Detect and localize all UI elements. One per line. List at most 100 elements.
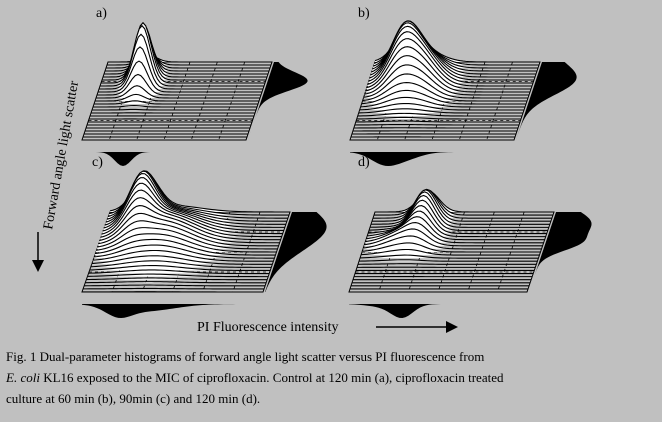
surface-trace xyxy=(368,199,548,232)
figure-caption: Fig. 1 Dual-parameter histograms of forw… xyxy=(6,346,656,409)
panel-d-x-projection xyxy=(349,304,527,318)
surface-trace xyxy=(358,108,523,114)
surface-trace xyxy=(365,216,545,241)
surface-ribbon xyxy=(360,255,539,259)
surface-trace xyxy=(369,22,535,78)
x-projection-area xyxy=(82,152,246,166)
surface-trace xyxy=(369,25,534,81)
surface-trace xyxy=(373,189,553,216)
surface-trace xyxy=(90,260,272,268)
surface-trace xyxy=(102,189,283,235)
surface-trace xyxy=(360,248,540,256)
surface-trace xyxy=(91,108,256,111)
surface-trace xyxy=(98,220,279,247)
panel-b-x-projection xyxy=(350,152,514,166)
x-projection-area xyxy=(349,304,527,318)
panel-c: c) xyxy=(81,155,327,318)
surface-ribbon xyxy=(375,191,554,212)
surface-trace xyxy=(355,120,520,123)
surface-trace xyxy=(362,235,542,250)
x-axis-label: PI Fluorescence intensity xyxy=(197,320,339,335)
panel-c-surface xyxy=(81,170,291,293)
surface-trace xyxy=(358,259,538,262)
panel-a: a) xyxy=(81,6,308,166)
surface-trace xyxy=(361,242,541,253)
surface-trace xyxy=(85,281,267,284)
surface-trace xyxy=(94,238,276,256)
surface-ribbon xyxy=(94,100,258,104)
surface-trace xyxy=(364,222,544,244)
caption-line-2: E. coli KL16 exposed to the MIC of cipro… xyxy=(6,367,656,388)
surface-trace xyxy=(92,105,257,108)
surface-trace xyxy=(371,189,551,222)
surface-trace xyxy=(366,46,531,90)
panel-c-x-projection xyxy=(82,304,263,318)
surface-trace xyxy=(87,273,269,278)
surface-trace xyxy=(367,38,532,87)
grid-line-vertical xyxy=(163,61,191,141)
caption-line-2-rest: KL16 exposed to the MIC of ciprofloxacin… xyxy=(39,370,504,385)
surface-trace xyxy=(94,93,259,102)
panel-b-y-projection xyxy=(516,62,577,140)
surface-trace xyxy=(98,46,263,90)
y-projection-area xyxy=(248,62,308,140)
y-projection-area xyxy=(265,212,327,292)
surface-trace xyxy=(372,188,552,219)
grid-line-vertical xyxy=(458,61,486,141)
surface-trace xyxy=(101,197,282,238)
surface-trace xyxy=(93,244,275,259)
surface-trace xyxy=(359,102,524,111)
panel-d-label: d) xyxy=(358,155,370,170)
surface-trace xyxy=(357,112,522,117)
caption-line-3: culture at 60 min (b), 90min (c) and 120… xyxy=(6,391,261,406)
surface-trace xyxy=(361,89,526,105)
surface-ribbon xyxy=(95,94,259,101)
surface-ribbon xyxy=(361,249,540,256)
surface-trace xyxy=(366,210,546,238)
caption-species: E. coli xyxy=(6,370,40,385)
x-projection-area xyxy=(82,304,263,318)
surface-trace xyxy=(368,31,533,84)
surface-trace xyxy=(365,55,530,93)
surface-trace xyxy=(363,73,528,99)
surface-ribbon xyxy=(358,108,523,113)
surface-trace xyxy=(359,254,539,259)
x-projection-area xyxy=(350,152,514,166)
surface-trace xyxy=(364,64,529,96)
panel-d-surface xyxy=(349,188,554,293)
surface-trace xyxy=(96,73,261,96)
panel-b-label: b) xyxy=(358,6,370,21)
surface-trace xyxy=(106,170,287,222)
surface-trace xyxy=(95,233,277,253)
surface-trace xyxy=(88,269,270,275)
panel-a-x-projection xyxy=(82,152,246,166)
surface-trace xyxy=(95,85,260,99)
surface-trace xyxy=(96,227,278,250)
surface-trace xyxy=(86,277,268,281)
caption-line-1: Fig. 1 Dual-parameter histograms of forw… xyxy=(6,349,485,364)
surface-ribbon xyxy=(357,113,522,116)
y-axis-label: Forward angle light scatter xyxy=(41,80,82,231)
surface-trace xyxy=(370,20,536,75)
surface-trace xyxy=(362,82,527,102)
panel-d: d) xyxy=(348,155,592,318)
surface-trace xyxy=(84,284,266,287)
panel-b: b) xyxy=(349,6,577,166)
surface-trace xyxy=(105,172,286,225)
surface-trace xyxy=(356,116,521,120)
surface-trace xyxy=(99,212,280,244)
surface-trace xyxy=(93,100,258,105)
surface-trace xyxy=(357,263,537,265)
grid-line-vertical xyxy=(218,61,246,141)
panel-c-y-projection xyxy=(265,212,327,292)
panel-a-label: a) xyxy=(96,6,107,21)
surface-trace xyxy=(91,255,273,265)
y-projection-area xyxy=(529,212,592,292)
surface-trace xyxy=(103,182,284,232)
surface-trace xyxy=(99,33,264,87)
surface-trace xyxy=(360,96,525,108)
grid-line-vertical xyxy=(190,61,218,141)
surface-trace xyxy=(89,264,271,272)
surface-trace xyxy=(370,191,550,225)
